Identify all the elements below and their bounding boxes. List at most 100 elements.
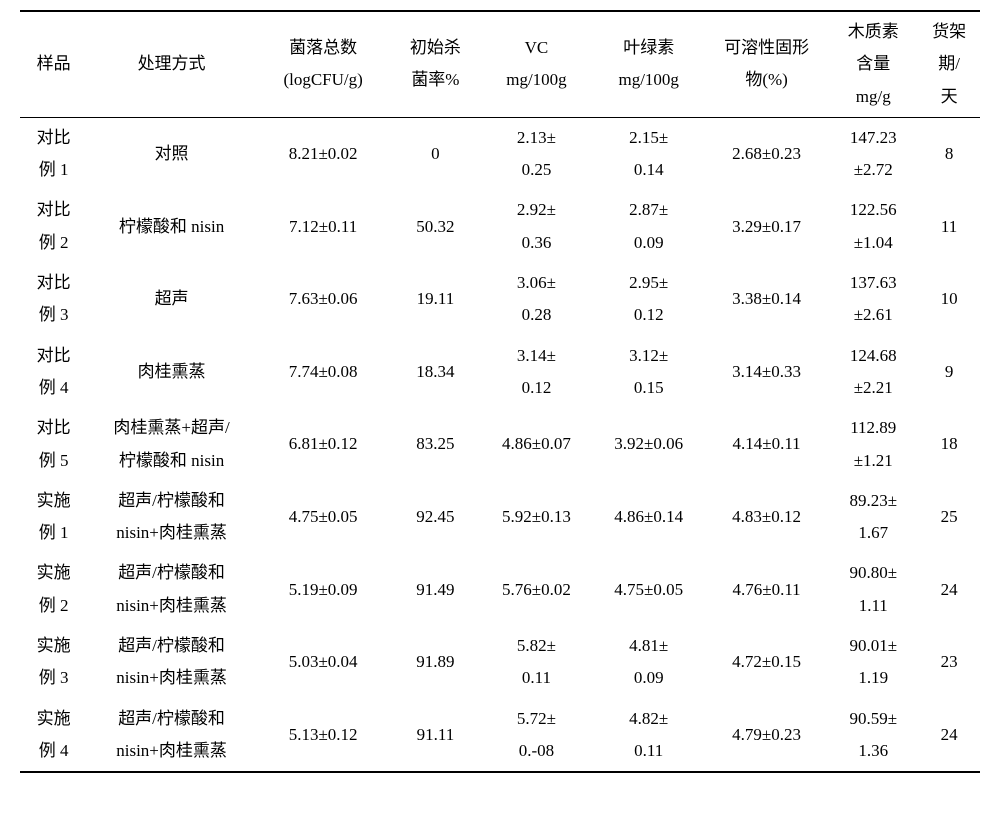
treatment-cell-l1: 超声/柠檬酸和	[89, 485, 253, 517]
lignin-cell-l1: 137.63	[830, 267, 916, 299]
solid-cell-l1: 4.83±0.12	[707, 501, 827, 533]
chl-cell-l1: 2.95±	[595, 267, 703, 299]
shelf-cell: 11	[918, 190, 980, 263]
kill-cell: 18.34	[391, 336, 481, 409]
treatment-cell-l2: nisin+肉桂熏蒸	[89, 590, 253, 622]
header-shelf-l1: 货架	[920, 16, 978, 48]
shelf-cell: 23	[918, 626, 980, 699]
header-colony-l2: (logCFU/g)	[258, 64, 389, 96]
treatment-cell-l1: 超声/柠檬酸和	[89, 630, 253, 662]
kill-cell: 91.89	[391, 626, 481, 699]
treatment-cell-l1: 超声	[89, 283, 253, 315]
kill-cell: 0	[391, 117, 481, 190]
kill-cell: 92.45	[391, 481, 481, 554]
treatment-cell-l2: nisin+肉桂熏蒸	[89, 517, 253, 549]
treatment-cell: 对照	[87, 117, 255, 190]
sample-cell: 对比例 3	[20, 263, 87, 336]
lignin-cell-l2: ±1.21	[830, 445, 916, 477]
table-row: 实施例 1超声/柠檬酸和nisin+肉桂熏蒸4.75±0.0592.455.92…	[20, 481, 980, 554]
shelf-cell-l1: 9	[920, 356, 978, 388]
lignin-cell-l1: 90.01±	[830, 630, 916, 662]
shelf-cell: 8	[918, 117, 980, 190]
solid-cell-l1: 4.72±0.15	[707, 646, 827, 678]
colony-cell-l1: 5.03±0.04	[258, 646, 389, 678]
lignin-cell-l2: 1.36	[830, 735, 916, 767]
colony-cell-l1: 8.21±0.02	[258, 138, 389, 170]
vc-cell-l2: 0.36	[482, 227, 590, 259]
colony-cell: 7.63±0.06	[256, 263, 391, 336]
chl-cell: 3.12±0.15	[593, 336, 705, 409]
sample-cell-l1: 对比	[22, 340, 85, 372]
solid-cell: 4.72±0.15	[705, 626, 829, 699]
sample-cell-l1: 实施	[22, 703, 85, 735]
lignin-cell-l1: 112.89	[830, 412, 916, 444]
table-row: 对比例 3超声7.63±0.0619.113.06±0.282.95±0.123…	[20, 263, 980, 336]
chl-cell: 3.92±0.06	[593, 408, 705, 481]
lignin-cell-l1: 122.56	[830, 194, 916, 226]
chl-cell: 4.75±0.05	[593, 553, 705, 626]
header-vc-l2: mg/100g	[482, 64, 590, 96]
chl-cell-l2: 0.12	[595, 299, 703, 331]
vc-cell: 2.13±0.25	[480, 117, 592, 190]
sample-cell-l1: 实施	[22, 485, 85, 517]
vc-cell-l1: 3.14±	[482, 340, 590, 372]
treatment-cell-l1: 柠檬酸和 nisin	[89, 211, 253, 243]
lignin-cell: 122.56±1.04	[828, 190, 918, 263]
treatment-cell-l1: 肉桂熏蒸	[89, 356, 253, 388]
treatment-cell: 肉桂熏蒸+超声/柠檬酸和 nisin	[87, 408, 255, 481]
kill-cell-l1: 0	[393, 138, 479, 170]
header-colony-l1: 菌落总数	[258, 32, 389, 64]
sample-cell-l1: 对比	[22, 412, 85, 444]
chl-cell: 4.86±0.14	[593, 481, 705, 554]
kill-cell: 91.11	[391, 699, 481, 773]
chl-cell-l1: 3.12±	[595, 340, 703, 372]
sample-cell: 对比例 4	[20, 336, 87, 409]
vc-cell-l1: 4.86±0.07	[482, 428, 590, 460]
colony-cell-l1: 7.63±0.06	[258, 283, 389, 315]
sample-cell-l2: 例 5	[22, 445, 85, 477]
kill-cell-l1: 92.45	[393, 501, 479, 533]
vc-cell-l1: 5.92±0.13	[482, 501, 590, 533]
chl-cell: 2.15±0.14	[593, 117, 705, 190]
colony-cell-l1: 7.12±0.11	[258, 211, 389, 243]
kill-cell: 50.32	[391, 190, 481, 263]
shelf-cell-l1: 10	[920, 283, 978, 315]
lignin-cell-l1: 90.59±	[830, 703, 916, 735]
solid-cell-l1: 4.76±0.11	[707, 574, 827, 606]
chl-cell: 2.95±0.12	[593, 263, 705, 336]
chl-cell-l1: 3.92±0.06	[595, 428, 703, 460]
treatment-cell: 超声/柠檬酸和nisin+肉桂熏蒸	[87, 553, 255, 626]
lignin-cell-l1: 89.23±	[830, 485, 916, 517]
vc-cell: 3.14±0.12	[480, 336, 592, 409]
colony-cell-l1: 5.19±0.09	[258, 574, 389, 606]
data-table: 样品 处理方式 菌落总数 (logCFU/g) 初始杀 菌率% VC mg/10…	[20, 10, 980, 773]
sample-cell-l2: 例 4	[22, 372, 85, 404]
lignin-cell: 90.01±1.19	[828, 626, 918, 699]
shelf-cell: 10	[918, 263, 980, 336]
vc-cell-l2: 0.28	[482, 299, 590, 331]
lignin-cell-l2: ±2.61	[830, 299, 916, 331]
header-solid-l1: 可溶性固形	[707, 32, 827, 64]
vc-cell-l2: 0.25	[482, 154, 590, 186]
shelf-cell-l1: 8	[920, 138, 978, 170]
shelf-cell-l1: 18	[920, 428, 978, 460]
shelf-cell-l1: 24	[920, 719, 978, 751]
lignin-cell: 90.59±1.36	[828, 699, 918, 773]
vc-cell-l1: 5.82±	[482, 630, 590, 662]
sample-cell: 实施例 4	[20, 699, 87, 773]
lignin-cell-l2: 1.67	[830, 517, 916, 549]
colony-cell: 8.21±0.02	[256, 117, 391, 190]
sample-cell-l1: 对比	[22, 267, 85, 299]
shelf-cell: 9	[918, 336, 980, 409]
header-chl-l2: mg/100g	[595, 64, 703, 96]
colony-cell: 4.75±0.05	[256, 481, 391, 554]
treatment-cell-l2: nisin+肉桂熏蒸	[89, 662, 253, 694]
header-colony: 菌落总数 (logCFU/g)	[256, 11, 391, 117]
solid-cell-l1: 3.14±0.33	[707, 356, 827, 388]
treatment-cell-l1: 对照	[89, 138, 253, 170]
chl-cell-l1: 2.87±	[595, 194, 703, 226]
table-row: 对比例 2柠檬酸和 nisin7.12±0.1150.322.92±0.362.…	[20, 190, 980, 263]
header-kill-l1: 初始杀	[393, 32, 479, 64]
header-solid-l2: 物(%)	[707, 64, 827, 96]
solid-cell: 2.68±0.23	[705, 117, 829, 190]
